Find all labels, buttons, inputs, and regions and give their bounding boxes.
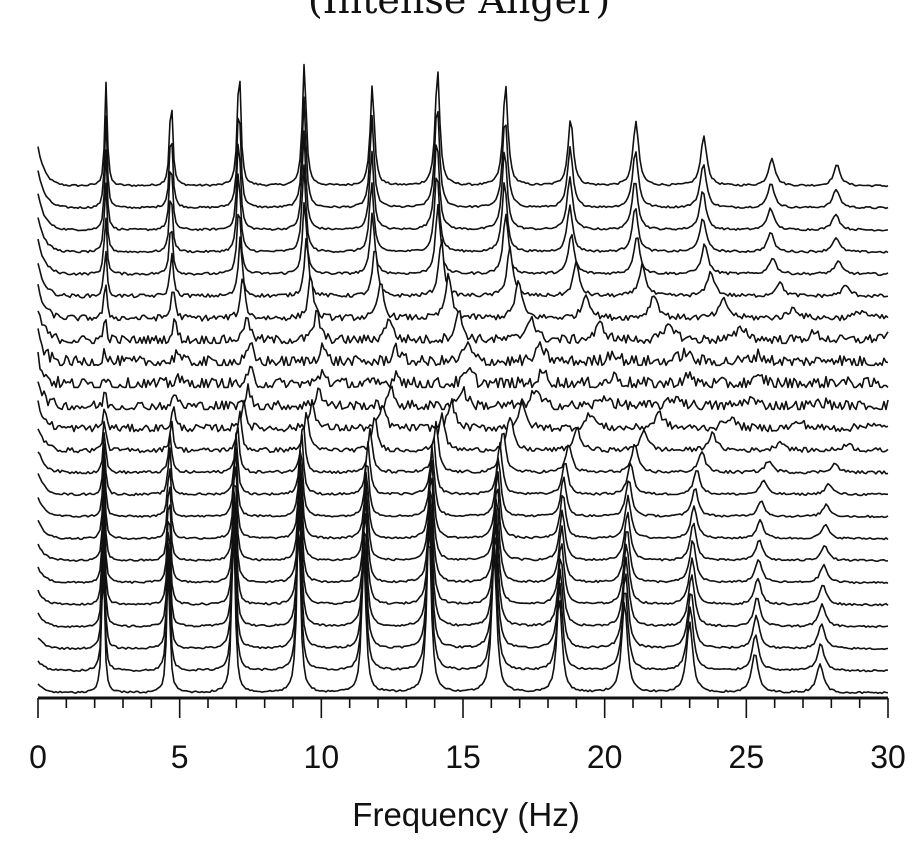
- spectrum-trace: [37, 498, 889, 629]
- trace-fill: [38, 398, 888, 432]
- spectrum-trace: [37, 410, 889, 454]
- x-tick-label: 25: [729, 739, 765, 775]
- spectrum-trace: [37, 512, 889, 673]
- x-tick-label: 20: [587, 739, 623, 775]
- spectrum-trace: [37, 328, 889, 367]
- spectrum-trace: [37, 236, 889, 299]
- x-tick-label: 15: [445, 739, 481, 775]
- spectrum-trace: [37, 201, 889, 277]
- spectrum-trace: [37, 381, 889, 411]
- trace-fill: [38, 64, 888, 187]
- x-axis: 0 5 10 15 20 25 30: [29, 696, 906, 775]
- x-tick-label: 30: [870, 739, 906, 775]
- spectrum-traces: [37, 63, 889, 695]
- x-tick-label: 10: [304, 739, 340, 775]
- spectrum-trace: [37, 164, 889, 254]
- trace-fill: [38, 202, 888, 276]
- spectrum-trace: [37, 130, 889, 232]
- spectrum-trace: [37, 63, 889, 188]
- spectrum-trace: [37, 475, 889, 585]
- spectrum-trace: [37, 432, 889, 497]
- spectrum-trace: [37, 487, 889, 607]
- spectrum-trace: [37, 351, 889, 389]
- page-title: (Intense Anger): [307, 0, 611, 22]
- spectrum-trace: [37, 446, 889, 519]
- x-tick-label: 5: [171, 739, 189, 775]
- x-tick-label: 0: [29, 739, 47, 775]
- spectrum-trace: [37, 528, 889, 695]
- trace-fill: [38, 328, 888, 366]
- spectrum-trace: [37, 309, 889, 345]
- spectrum-trace: [37, 420, 889, 475]
- x-axis-label: Frequency (Hz): [352, 796, 579, 833]
- trace-fill: [38, 97, 888, 209]
- spectrum-trace: [37, 464, 889, 563]
- spectrum-trace: [37, 96, 889, 210]
- trace-fill: [38, 352, 888, 388]
- spectrum-trace: [37, 398, 889, 433]
- trace-fill: [38, 381, 888, 410]
- trace-fill: [38, 273, 888, 321]
- spectrum-trace: [37, 272, 889, 322]
- spectrum-trace: [37, 456, 889, 541]
- spectrum-trace: [37, 503, 889, 651]
